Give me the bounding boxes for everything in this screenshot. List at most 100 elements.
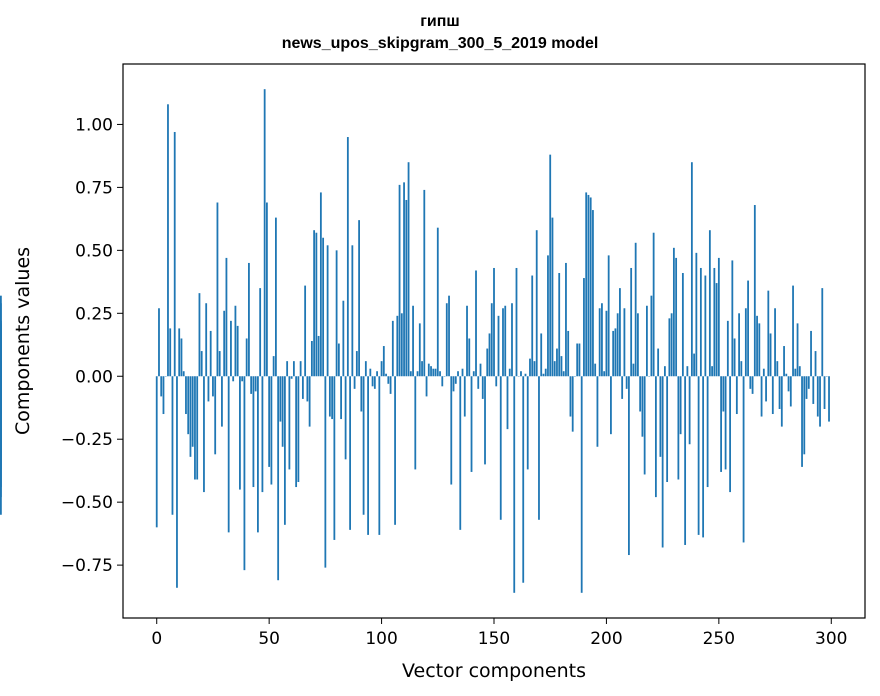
bar bbox=[619, 288, 621, 377]
bar bbox=[257, 376, 259, 533]
bar bbox=[326, 245, 329, 377]
bar bbox=[209, 330, 212, 377]
bar bbox=[232, 376, 235, 382]
bar bbox=[717, 257, 720, 377]
bar bbox=[675, 257, 678, 377]
bar bbox=[187, 376, 190, 435]
bar bbox=[481, 376, 484, 399]
bar bbox=[686, 366, 689, 377]
bar bbox=[286, 361, 289, 377]
bar bbox=[641, 376, 644, 437]
bar bbox=[295, 376, 298, 488]
bar bbox=[335, 250, 338, 377]
bar bbox=[243, 376, 246, 571]
x-tick-label: 0 bbox=[151, 629, 162, 649]
bar bbox=[576, 343, 579, 377]
bar bbox=[668, 318, 671, 377]
bar bbox=[230, 320, 232, 377]
x-axis-ticks: 0 50 100 150 200 250 300 bbox=[151, 618, 847, 649]
bar bbox=[180, 338, 183, 377]
bar bbox=[819, 376, 821, 427]
y-tick-label: 0.25 bbox=[75, 304, 113, 324]
bar bbox=[666, 376, 669, 483]
bar bbox=[740, 361, 743, 377]
y-tick-label: −0.75 bbox=[61, 556, 113, 576]
bar bbox=[268, 376, 271, 467]
bar bbox=[526, 376, 529, 470]
bar bbox=[726, 320, 729, 377]
bar bbox=[769, 333, 772, 377]
bar bbox=[704, 275, 707, 377]
bar bbox=[713, 267, 716, 377]
bar bbox=[515, 267, 518, 377]
bar bbox=[693, 353, 696, 377]
bar bbox=[663, 366, 666, 377]
bar bbox=[720, 376, 722, 472]
bar bbox=[317, 335, 320, 377]
bar bbox=[254, 376, 257, 392]
bar bbox=[807, 376, 810, 389]
bar bbox=[571, 376, 574, 432]
x-tick-label: 50 bbox=[258, 629, 280, 649]
bar bbox=[333, 376, 336, 540]
bar bbox=[722, 376, 725, 412]
chart-title-line-2: news_upos_skipgram_300_5_2019 model bbox=[281, 35, 599, 52]
bar bbox=[562, 371, 565, 377]
bar bbox=[681, 273, 684, 377]
bar-series bbox=[0, 89, 830, 593]
bar bbox=[0, 376, 2, 470]
bar bbox=[484, 376, 486, 465]
bar bbox=[351, 245, 354, 377]
bar bbox=[414, 376, 417, 470]
bar bbox=[441, 376, 444, 387]
bar bbox=[310, 341, 313, 377]
bar bbox=[355, 351, 358, 377]
bar bbox=[589, 197, 592, 377]
bar bbox=[670, 313, 673, 377]
bar bbox=[776, 361, 779, 377]
bar bbox=[821, 288, 824, 377]
bar bbox=[409, 371, 412, 377]
bar bbox=[792, 285, 794, 377]
bar bbox=[432, 368, 435, 377]
bar bbox=[529, 358, 531, 377]
bar bbox=[279, 376, 282, 422]
bar bbox=[221, 376, 223, 427]
bar bbox=[533, 361, 536, 377]
chart-title-line-1: гипш bbox=[420, 13, 460, 30]
bar bbox=[391, 320, 394, 377]
bar bbox=[304, 285, 307, 377]
bar bbox=[634, 242, 637, 377]
bar bbox=[495, 376, 498, 387]
bar bbox=[331, 376, 334, 420]
bar bbox=[450, 376, 453, 485]
bar bbox=[547, 255, 549, 377]
bar bbox=[699, 267, 702, 377]
bar bbox=[468, 338, 471, 377]
bar bbox=[457, 371, 459, 377]
bar bbox=[805, 376, 808, 399]
bar bbox=[328, 376, 331, 417]
bar bbox=[423, 189, 426, 377]
bar bbox=[798, 366, 801, 377]
bar bbox=[337, 343, 340, 377]
bar bbox=[742, 376, 745, 543]
bar bbox=[214, 376, 217, 455]
bar bbox=[281, 376, 284, 447]
bar bbox=[774, 308, 776, 377]
bar bbox=[623, 308, 626, 377]
bar bbox=[502, 308, 504, 377]
bar bbox=[394, 376, 396, 525]
bar bbox=[504, 305, 507, 377]
bar bbox=[200, 351, 203, 377]
bar bbox=[155, 376, 158, 528]
bar bbox=[803, 376, 806, 455]
y-tick-label: 0.00 bbox=[75, 367, 113, 387]
bar bbox=[531, 275, 534, 377]
bar bbox=[744, 308, 747, 377]
bar bbox=[650, 295, 653, 377]
bar bbox=[738, 313, 740, 377]
bar bbox=[490, 303, 493, 377]
bar bbox=[789, 376, 792, 407]
bar bbox=[241, 376, 244, 382]
